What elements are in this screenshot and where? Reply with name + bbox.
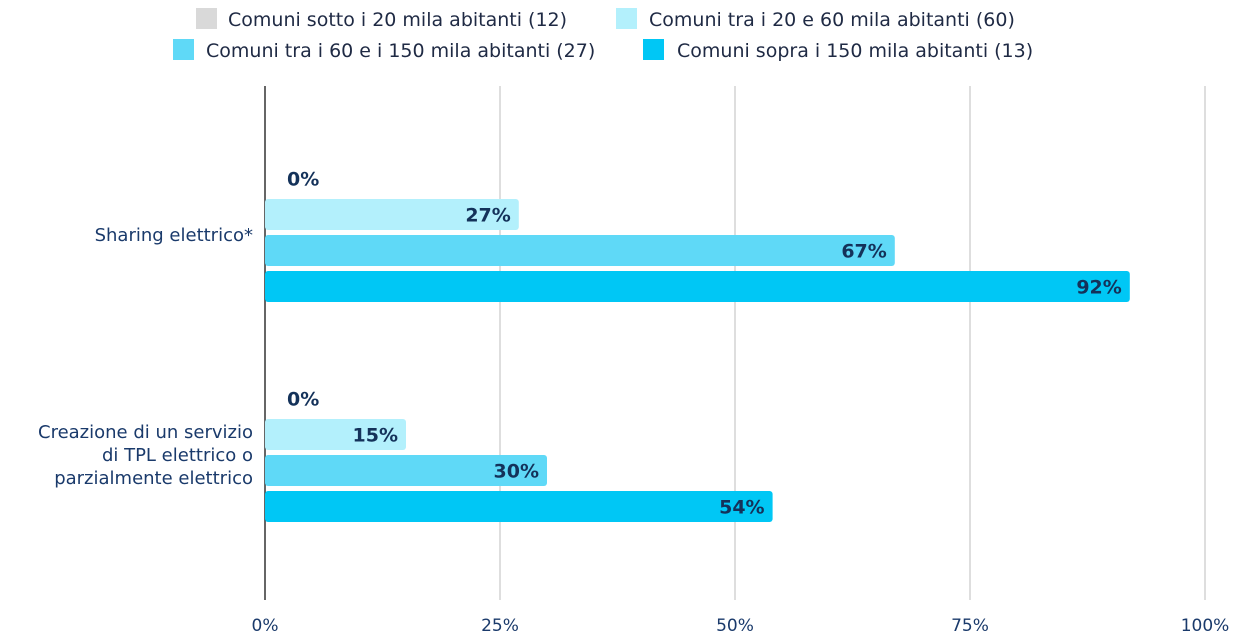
bar <box>265 235 895 266</box>
data-label: 67% <box>841 241 886 263</box>
bar <box>265 271 1130 302</box>
gridlines <box>264 86 1206 600</box>
data-label: 27% <box>465 205 510 227</box>
data-label: 92% <box>1076 277 1121 299</box>
legend-label: Comuni sopra i 150 mila abitanti (13) <box>677 40 1033 62</box>
data-label: 0% <box>287 389 319 411</box>
bars <box>265 199 1130 522</box>
bar <box>265 491 773 522</box>
category-label: di TPL elettrico o <box>102 445 253 466</box>
x-tick-label: 0% <box>252 616 279 634</box>
data-label: 15% <box>353 425 398 447</box>
category-label: parzialmente elettrico <box>54 468 253 489</box>
category-label: Sharing elettrico* <box>95 225 253 246</box>
legend: Comuni sotto i 20 mila abitanti (12) Comu… <box>173 8 1033 62</box>
legend-label: Comuni tra i 60 e i 150 mila abitanti (2… <box>206 40 595 62</box>
data-label: 54% <box>719 497 764 519</box>
legend-label: Comuni tra i 20 e 60 mila abitanti (60) <box>649 9 1015 31</box>
legend-label: Comuni sotto i 20 mila abitanti (12) <box>228 9 567 31</box>
data-label: 30% <box>494 461 539 483</box>
category-labels: Sharing elettrico* Creazione di un serviz… <box>38 225 253 489</box>
x-tick-label: 100% <box>1181 616 1230 634</box>
legend-swatch <box>616 8 637 29</box>
x-tick-label: 25% <box>481 616 519 634</box>
bar <box>265 419 406 450</box>
x-axis-ticks: 0% 25% 50% 75% 100% <box>252 616 1230 634</box>
category-label: Creazione di un servizio <box>38 422 253 443</box>
x-tick-label: 50% <box>716 616 754 634</box>
data-label: 0% <box>287 169 319 191</box>
bar <box>265 455 547 486</box>
x-tick-label: 75% <box>951 616 989 634</box>
bar <box>265 199 519 230</box>
legend-swatch <box>643 39 664 60</box>
data-labels: 0% 27% 67% 92% 0% 15% 30% 54% <box>287 169 1122 519</box>
legend-swatch <box>173 39 194 60</box>
legend-swatch <box>196 8 217 29</box>
